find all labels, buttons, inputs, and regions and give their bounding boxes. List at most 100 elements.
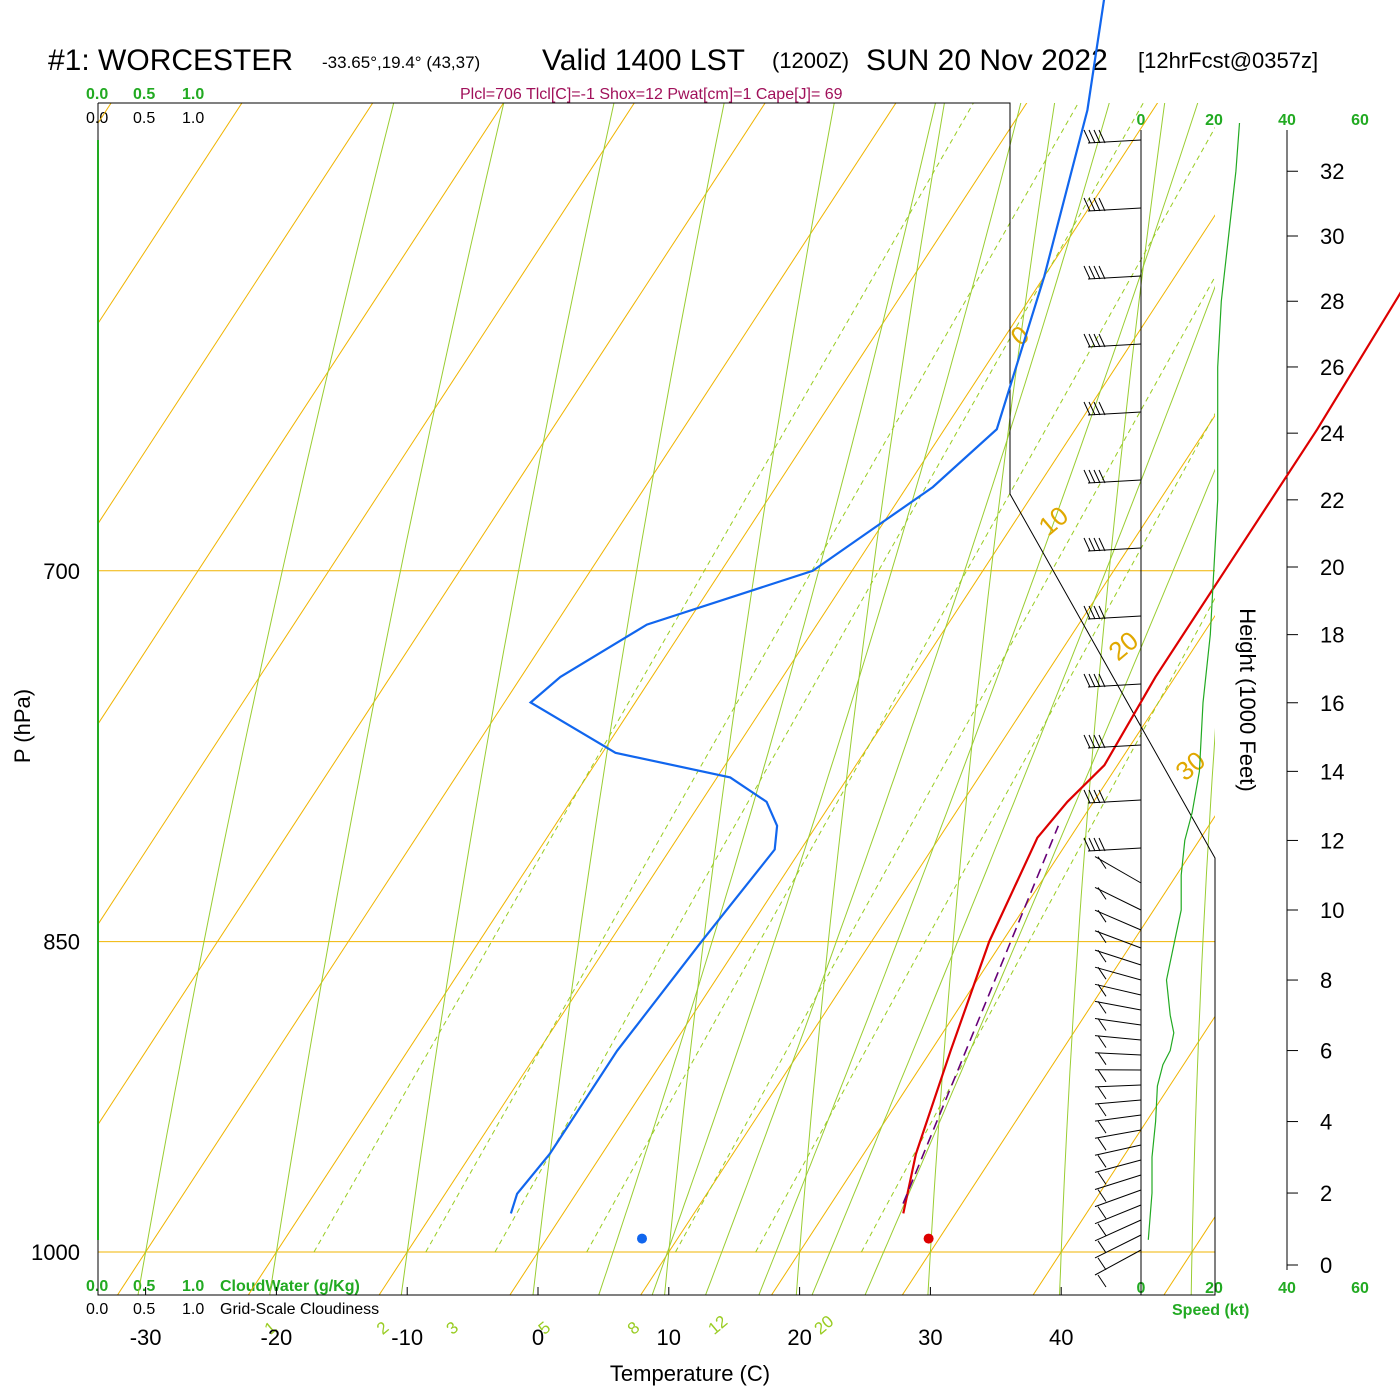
wind-barb-staff: [1094, 1000, 1142, 1011]
wind-barb: [1083, 789, 1142, 804]
isotherm-line: [98, 103, 635, 926]
wind-barb-staff: [1094, 1018, 1142, 1026]
wind-barb: [1094, 1189, 1142, 1219]
mixing-ratio-line: [755, 412, 1215, 1253]
wind-barb-flag: [1098, 537, 1106, 552]
wind-barb-flag: [1097, 1257, 1107, 1271]
wind-barb: [1094, 1219, 1142, 1254]
bottom-cloudiness-tick-1: 0.5: [133, 1301, 155, 1318]
wind-barb: [1083, 605, 1142, 620]
wind-barb-flag: [1097, 1223, 1107, 1236]
wind-barb-staff: [1094, 1084, 1142, 1088]
surface-temperature-marker: [923, 1233, 934, 1244]
wind-barb: [1094, 966, 1142, 981]
x-tick-label: 20: [787, 1325, 811, 1350]
height-tick-label: 6: [1320, 1039, 1332, 1064]
wind-barb-flag: [1097, 930, 1107, 943]
wind-barb-staff: [1094, 983, 1142, 996]
wind-barb-flag: [1097, 1206, 1107, 1219]
speed-axis-label: Speed (kt): [1172, 1302, 1249, 1319]
speed-top-tick-2: 40: [1278, 112, 1296, 129]
wind-barb: [1083, 197, 1142, 212]
wind-barb-flag: [1098, 197, 1106, 212]
bottom-cloudiness-tick-2: 1.0: [182, 1301, 204, 1318]
wind-barb-flag: [1083, 129, 1091, 144]
wind-barb-flag: [1097, 1069, 1107, 1083]
wind-barb-flag: [1097, 1018, 1107, 1031]
top-cloudiness-tick-2: 1.0: [182, 110, 204, 127]
height-tick-label: 4: [1320, 1110, 1332, 1135]
dry-adiabat: [532, 103, 725, 1295]
wind-barb-staff: [1094, 1174, 1142, 1190]
wind-barb-flag: [1088, 734, 1096, 749]
mixing-ratio-line: [586, 126, 1215, 1253]
moist-adiabat: [705, 103, 1110, 1295]
top-cloudwater-tick-0: 0.0: [86, 86, 108, 103]
wind-barb-flag: [1097, 1189, 1107, 1202]
dry-adiabat: [137, 103, 395, 1295]
wind-barb-flag: [1083, 789, 1091, 804]
speed-bottom-tick-3: 60: [1351, 1280, 1369, 1297]
wind-barb-flag: [1083, 537, 1091, 552]
wind-barb-flag: [1093, 197, 1101, 212]
wind-barb: [1094, 1099, 1142, 1117]
wind-barb-flag: [1093, 537, 1101, 552]
height-tick-label: 32: [1320, 159, 1344, 184]
height-tick-label: 10: [1320, 898, 1344, 923]
isotherm-line: [509, 214, 1215, 1295]
wind-barb: [1083, 265, 1142, 280]
wind-barb-flag: [1088, 197, 1096, 212]
wind-barb-staff: [1087, 479, 1142, 484]
isotherm-line: [378, 103, 1159, 1295]
speed-top-tick-0: 0: [1137, 112, 1146, 129]
wind-barb-staff: [1094, 1052, 1142, 1056]
isotherm-line: [0, 0, 1107, 1345]
grid-clip-group: [0, 0, 1215, 1345]
moist-adiabat: [864, 468, 1215, 1295]
wind-barb-flag: [1093, 401, 1101, 416]
wind-barb-staff: [1087, 799, 1142, 804]
wind-barb: [1094, 1035, 1142, 1048]
plot-border: [97, 102, 1216, 1296]
wind-barb-flag: [1093, 265, 1101, 280]
wind-barb-flag: [1093, 837, 1101, 852]
wind-barb-flag: [1093, 734, 1101, 749]
wind-barb-flag: [1097, 856, 1107, 869]
moist-adiabat: [598, 103, 936, 1295]
station-location: -33.65°,19.4° (43,37): [322, 53, 480, 72]
wind-barb-flag: [1083, 197, 1091, 212]
wind-barb-flag: [1098, 837, 1106, 852]
bottom-cloudwater-tick-0: 0.0: [86, 1278, 108, 1295]
wind-barb-staff: [1094, 1129, 1142, 1139]
wind-barb-flag: [1088, 401, 1096, 416]
isotherm-line: [98, 103, 766, 1126]
mixing-ratio-label: 2: [373, 1318, 392, 1339]
mixing-ratio-line: [313, 103, 974, 1253]
height-tick-label: 22: [1320, 488, 1344, 513]
x-axis-label: Temperature (C): [610, 1361, 770, 1386]
bottom-cloudiness-scale: 0.0 0.5 1.0 Grid-Scale Cloudiness: [86, 1301, 379, 1318]
wind-barb-staff: [1087, 207, 1142, 212]
height-tick-label: 20: [1320, 555, 1344, 580]
height-axis-label: Height (1000 Feet): [1235, 608, 1260, 791]
dry-adiabat: [1190, 727, 1215, 1295]
pressure-tick-label: 1000: [31, 1240, 80, 1265]
wind-barb-staff: [1094, 1035, 1142, 1041]
isotherm-label: 10: [1033, 500, 1074, 542]
height-tick-label: 0: [1320, 1253, 1332, 1278]
wind-barb-flag: [1083, 605, 1091, 620]
wind-barb-staff: [1087, 847, 1142, 852]
wind-barb-flag: [1088, 837, 1096, 852]
isotherm-line: [770, 614, 1215, 1295]
wind-barb-flag: [1097, 1172, 1107, 1185]
wind-barb-flag: [1083, 837, 1091, 852]
surface-dewpoint-marker: [637, 1233, 647, 1244]
wind-barb-staff: [1087, 343, 1142, 348]
wind-barb-flag: [1097, 887, 1107, 900]
bottom-cloudwater-tick-2: 1.0: [182, 1278, 204, 1295]
wind-barb-flag: [1097, 1052, 1107, 1065]
height-tick-label: 2: [1320, 1181, 1332, 1206]
height-tick-label: 12: [1320, 828, 1344, 853]
wind-barb-staff: [1094, 1219, 1142, 1242]
wind-barb-flag: [1097, 1155, 1107, 1168]
